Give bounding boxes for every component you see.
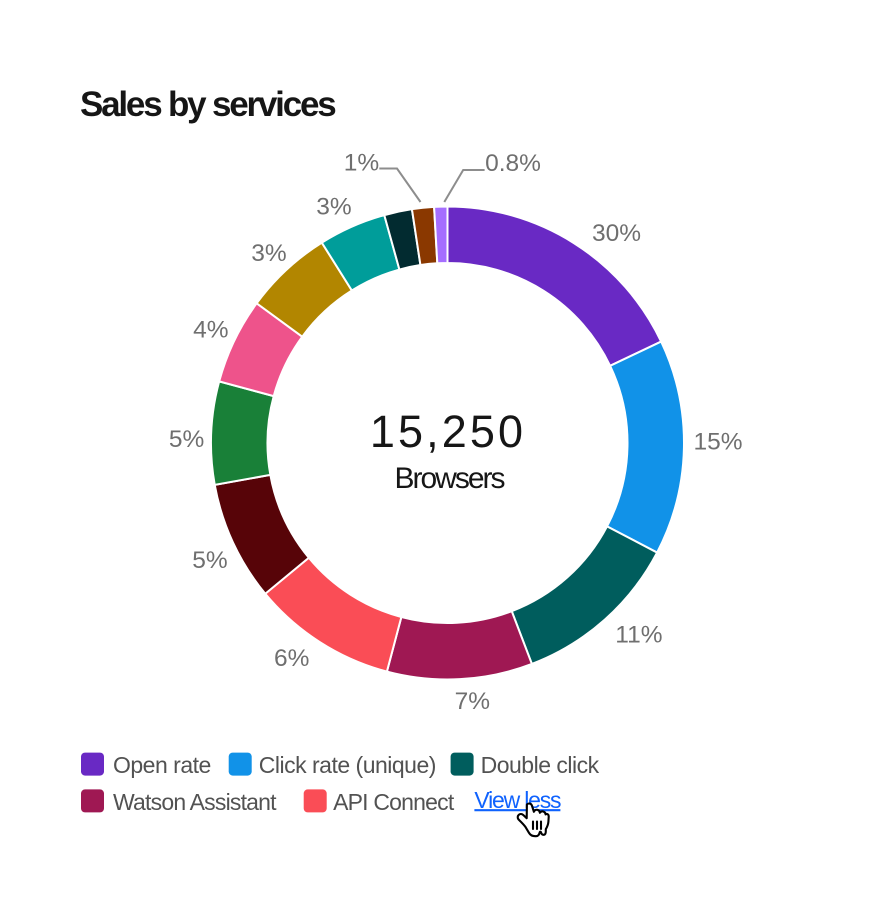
svg-text:View less: View less — [474, 787, 561, 813]
svg-text:11%: 11% — [615, 622, 662, 649]
svg-text:4%: 4% — [193, 317, 228, 344]
svg-text:3%: 3% — [251, 240, 286, 267]
svg-text:1%: 1% — [344, 150, 379, 177]
svg-text:API Connect: API Connect — [333, 789, 455, 815]
svg-text:15,250: 15,250 — [370, 406, 526, 457]
svg-text:Browsers: Browsers — [394, 462, 504, 495]
svg-text:6%: 6% — [274, 645, 309, 672]
svg-text:30%: 30% — [592, 220, 641, 247]
svg-text:15%: 15% — [693, 429, 742, 456]
svg-text:Click rate (unique): Click rate (unique) — [259, 752, 436, 778]
svg-text:0.8%: 0.8% — [485, 150, 541, 177]
svg-text:5%: 5% — [192, 547, 227, 574]
svg-text:5%: 5% — [169, 426, 204, 453]
svg-text:Sales by services: Sales by services — [80, 85, 336, 124]
svg-text:Double click: Double click — [481, 752, 600, 778]
svg-text:7%: 7% — [455, 688, 490, 715]
svg-text:Watson Assistant: Watson Assistant — [113, 789, 277, 815]
svg-text:3%: 3% — [316, 194, 351, 221]
svg-text:Open rate: Open rate — [113, 752, 211, 778]
